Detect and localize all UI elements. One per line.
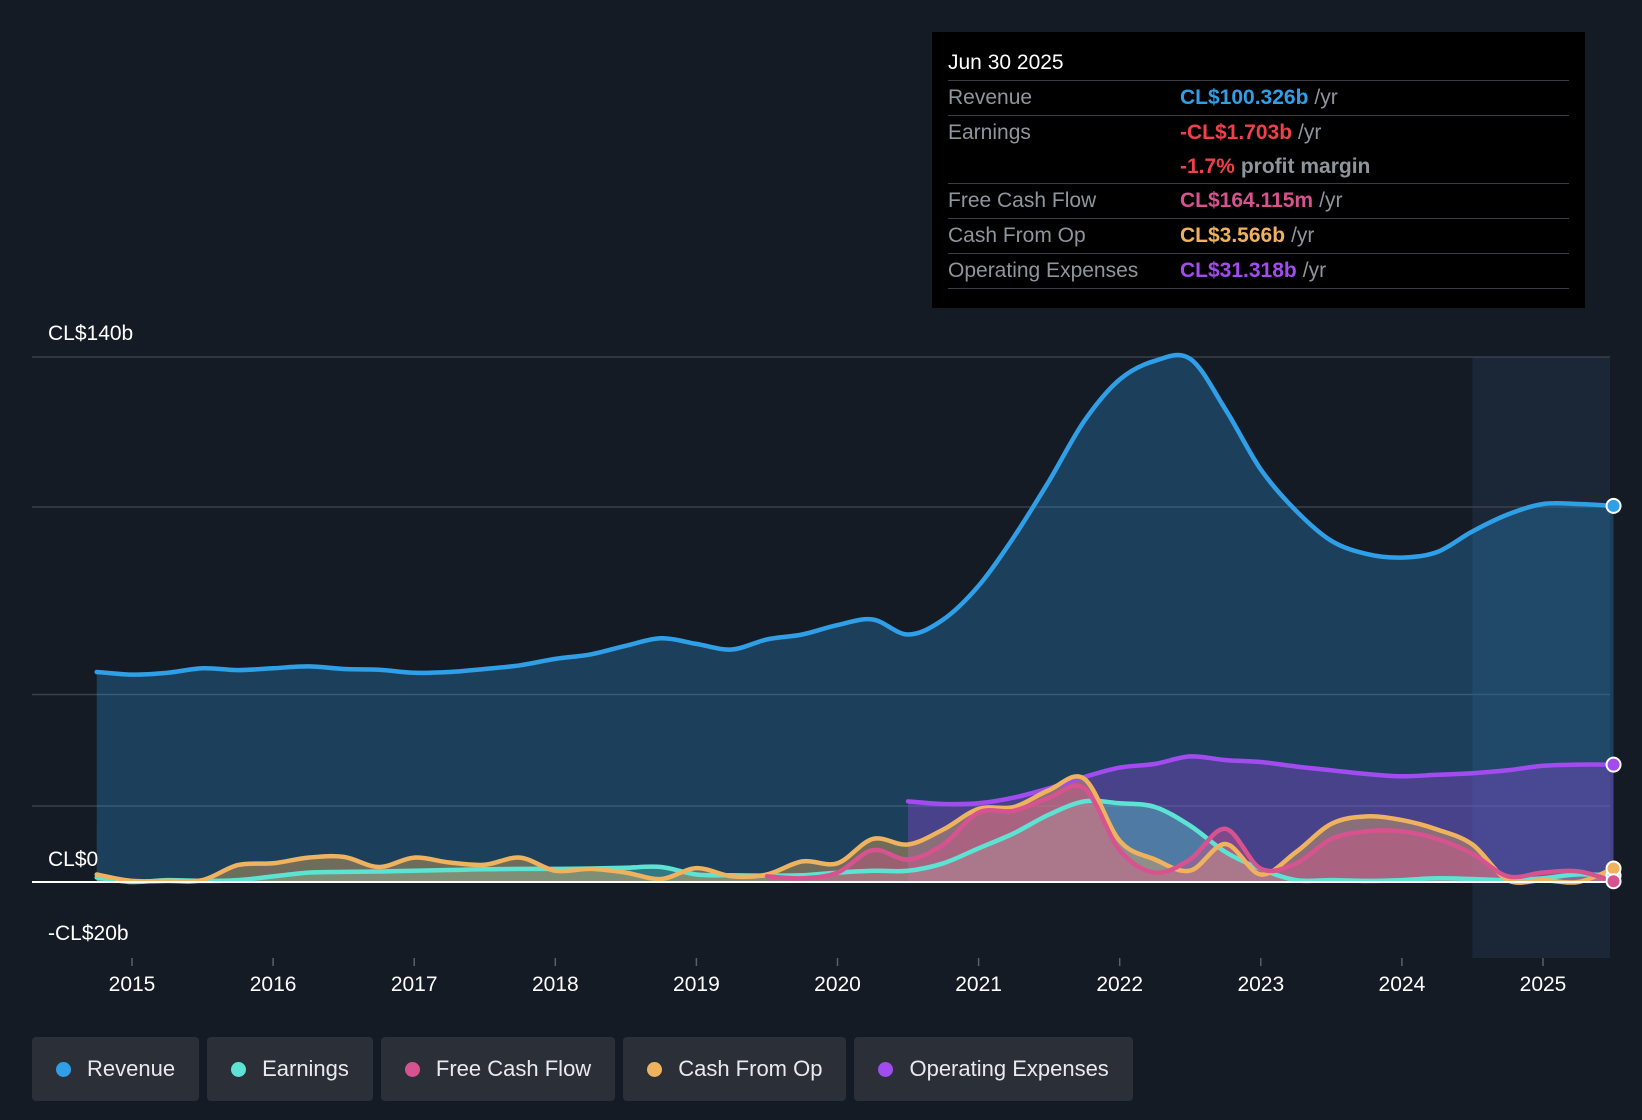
cash-from-op-line — [94, 774, 1616, 885]
tooltip-row-opex: Operating Expenses CL$31.318b /yr — [948, 253, 1569, 289]
x-tick-label: 2016 — [250, 973, 297, 996]
x-tick-label: 2021 — [955, 973, 1002, 996]
tooltip-label: Earnings — [948, 121, 1031, 144]
tooltip-value: CL$100.326b — [1180, 86, 1309, 109]
free-cash-flow-end-marker — [1605, 873, 1622, 890]
tooltip-unit: /yr — [1298, 121, 1322, 144]
legend-item-operating-expenses[interactable]: Operating Expenses — [854, 1037, 1133, 1101]
x-axis: 2015 2016 2017 2018 2019 2020 2021 2022 2023 2024… — [109, 958, 1567, 996]
x-tick-label: 2020 — [814, 973, 861, 996]
tooltip-value: CL$3.566b — [1180, 224, 1286, 247]
grid — [32, 356, 1610, 807]
revenue-end-marker — [1605, 497, 1622, 514]
tooltip-row-cfo: Cash From Op CL$3.566b /yr — [948, 218, 1569, 253]
tooltip-value: -CL$1.703b — [1180, 121, 1293, 144]
tooltip-row-revenue: Revenue CL$100.326b /yr — [948, 80, 1569, 115]
tooltip-unit: /yr — [1291, 224, 1315, 247]
tooltip-row-margin: -1.7% profit margin — [948, 150, 1569, 183]
tooltip-row-earnings: Earnings -CL$1.703b /yr — [948, 115, 1569, 150]
legend-item-cash-from-op[interactable]: Cash From Op — [623, 1037, 847, 1101]
legend-item-earnings[interactable]: Earnings — [207, 1037, 373, 1101]
legend-label: Earnings — [262, 1056, 349, 1081]
operating-expenses-dot-icon — [878, 1061, 894, 1077]
x-tick-label: 2019 — [673, 973, 720, 996]
tooltip-value: -1.7% — [1180, 154, 1235, 178]
earnings-area — [96, 800, 1614, 883]
tooltip-unit: /yr — [1302, 259, 1327, 282]
x-tick-label: 2018 — [532, 973, 579, 996]
legend-label: Operating Expenses — [909, 1056, 1109, 1081]
legend: Revenue Earnings Free Cash Flow Cash Fro… — [32, 1037, 1133, 1101]
tooltip-row-fcf: Free Cash Flow CL$164.115m /yr — [948, 183, 1569, 218]
earnings-line — [94, 798, 1616, 885]
cash-from-op-dot-icon — [647, 1061, 663, 1077]
tooltip-value: CL$31.318b — [1180, 259, 1297, 282]
forecast-band — [1472, 357, 1610, 958]
series-lines — [94, 352, 1616, 885]
revenue-dot-icon — [56, 1061, 71, 1077]
tooltip-unit: /yr — [1319, 189, 1343, 212]
tooltip-label: Revenue — [948, 86, 1033, 109]
revenue-area — [96, 355, 1614, 883]
free-cash-flow-line — [764, 783, 1616, 884]
operating-expenses-end-marker — [1605, 756, 1622, 773]
tooltip-label: Cash From Op — [948, 224, 1086, 247]
legend-label: Revenue — [87, 1056, 176, 1081]
free-cash-flow-dot-icon — [404, 1061, 420, 1077]
tooltip-unit: profit margin — [1240, 154, 1371, 178]
x-tick-label: 2022 — [1096, 973, 1143, 996]
legend-label: Free Cash Flow — [435, 1056, 592, 1081]
legend-item-free-cash-flow[interactable]: Free Cash Flow — [380, 1037, 616, 1101]
x-tick-label: 2017 — [391, 973, 438, 996]
revenue-line — [94, 352, 1616, 677]
x-tick-label: 2025 — [1520, 973, 1567, 996]
legend-item-revenue[interactable]: Revenue — [32, 1037, 200, 1101]
tooltip-label: Free Cash Flow — [948, 189, 1097, 212]
tooltip-date: Jun 30 2025 — [948, 51, 1064, 74]
tooltip: Jun 30 2025 Revenue CL$100.326b /yr Earn… — [932, 32, 1585, 308]
x-tick-label: 2023 — [1237, 973, 1284, 996]
y-label-zero: CL$0 — [48, 848, 98, 871]
legend-label: Cash From Op — [678, 1056, 823, 1081]
tooltip-value: CL$164.115m — [1180, 189, 1314, 212]
y-label-top: CL$140b — [48, 322, 133, 345]
free-cash-flow-area — [766, 785, 1614, 882]
x-tick-label: 2015 — [109, 973, 156, 996]
tooltip-label: Operating Expenses — [948, 259, 1139, 282]
x-tick-label: 2024 — [1379, 973, 1426, 996]
operating-expenses-line — [905, 754, 1616, 807]
end-markers — [1605, 497, 1622, 890]
earnings-dot-icon — [231, 1061, 247, 1077]
tooltip-unit: /yr — [1314, 86, 1338, 109]
y-label-bottom: -CL$20b — [48, 922, 129, 945]
